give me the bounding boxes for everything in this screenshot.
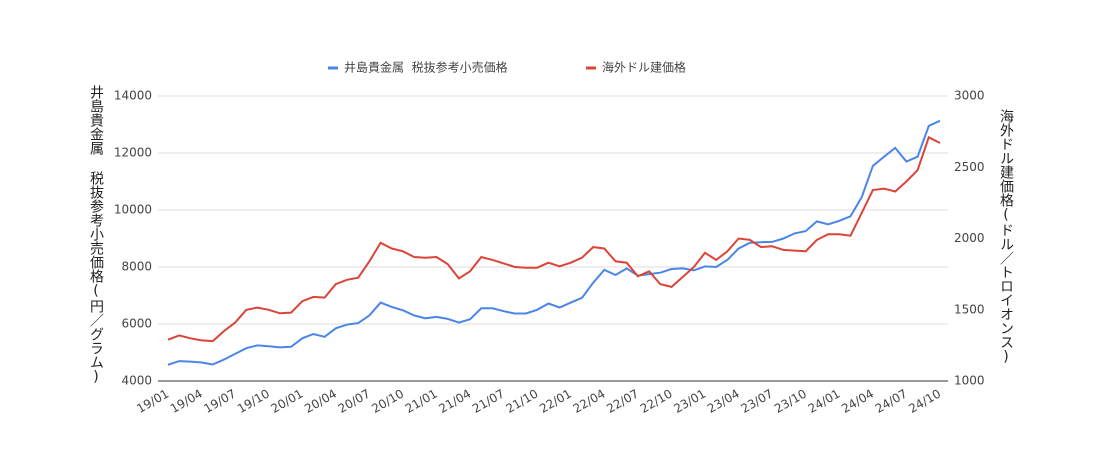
y-axis-title: 井島貴金属 税抜参考小売価格(円／グラム) bbox=[88, 85, 104, 385]
x-tick-label: 21/10 bbox=[504, 387, 541, 416]
x-tick-label: 21/04 bbox=[436, 387, 473, 416]
x-tick-label: 19/01 bbox=[134, 387, 171, 416]
y-tick-label: 10000 bbox=[114, 203, 152, 217]
x-tick-label: 20/10 bbox=[369, 387, 406, 416]
y2-tick-label: 2500 bbox=[954, 160, 985, 174]
y2-tick-label: 1000 bbox=[954, 374, 985, 388]
x-tick-label: 23/07 bbox=[738, 387, 775, 416]
y-tick-label: 14000 bbox=[114, 89, 152, 103]
x-tick-label: 20/04 bbox=[302, 387, 339, 416]
legend-label: 井島貴金属 税抜参考小売価格 bbox=[344, 60, 508, 75]
x-tick-label: 21/01 bbox=[403, 387, 440, 416]
x-tick-label: 23/10 bbox=[772, 387, 809, 416]
x-tick-label: 24/04 bbox=[839, 387, 876, 416]
x-tick-label: 19/07 bbox=[201, 387, 238, 416]
x-tick-label: 22/01 bbox=[537, 387, 574, 416]
y2-tick-label: 3000 bbox=[954, 89, 985, 103]
x-tick-label: 24/01 bbox=[806, 387, 843, 416]
x-tick-label: 19/04 bbox=[168, 387, 205, 416]
y-tick-label: 4000 bbox=[121, 374, 152, 388]
x-tick-label: 23/04 bbox=[705, 387, 742, 416]
y2-tick-label: 1500 bbox=[954, 302, 985, 316]
legend-label: 海外ドル建価格 bbox=[602, 60, 686, 75]
y-tick-label: 12000 bbox=[114, 146, 152, 160]
y-tick-label: 8000 bbox=[121, 260, 152, 274]
x-tick-label: 19/10 bbox=[235, 387, 272, 416]
x-tick-label: 24/10 bbox=[906, 387, 943, 416]
x-tick-label: 22/10 bbox=[638, 387, 675, 416]
x-tick-label: 22/04 bbox=[571, 387, 608, 416]
y-tick-label: 6000 bbox=[121, 317, 152, 331]
x-tick-label: 23/01 bbox=[671, 387, 708, 416]
x-tick-label: 20/01 bbox=[269, 387, 306, 416]
x-tick-label: 20/07 bbox=[336, 387, 373, 416]
x-tick-label: 24/07 bbox=[873, 387, 910, 416]
x-tick-label: 21/07 bbox=[470, 387, 507, 416]
y2-axis-title: 海外ドル建価格(ドル／トロイオンス) bbox=[998, 109, 1014, 365]
line-series bbox=[167, 135, 941, 343]
line-series bbox=[167, 119, 941, 366]
y2-tick-label: 2000 bbox=[954, 231, 985, 245]
x-tick-label: 22/07 bbox=[604, 387, 641, 416]
